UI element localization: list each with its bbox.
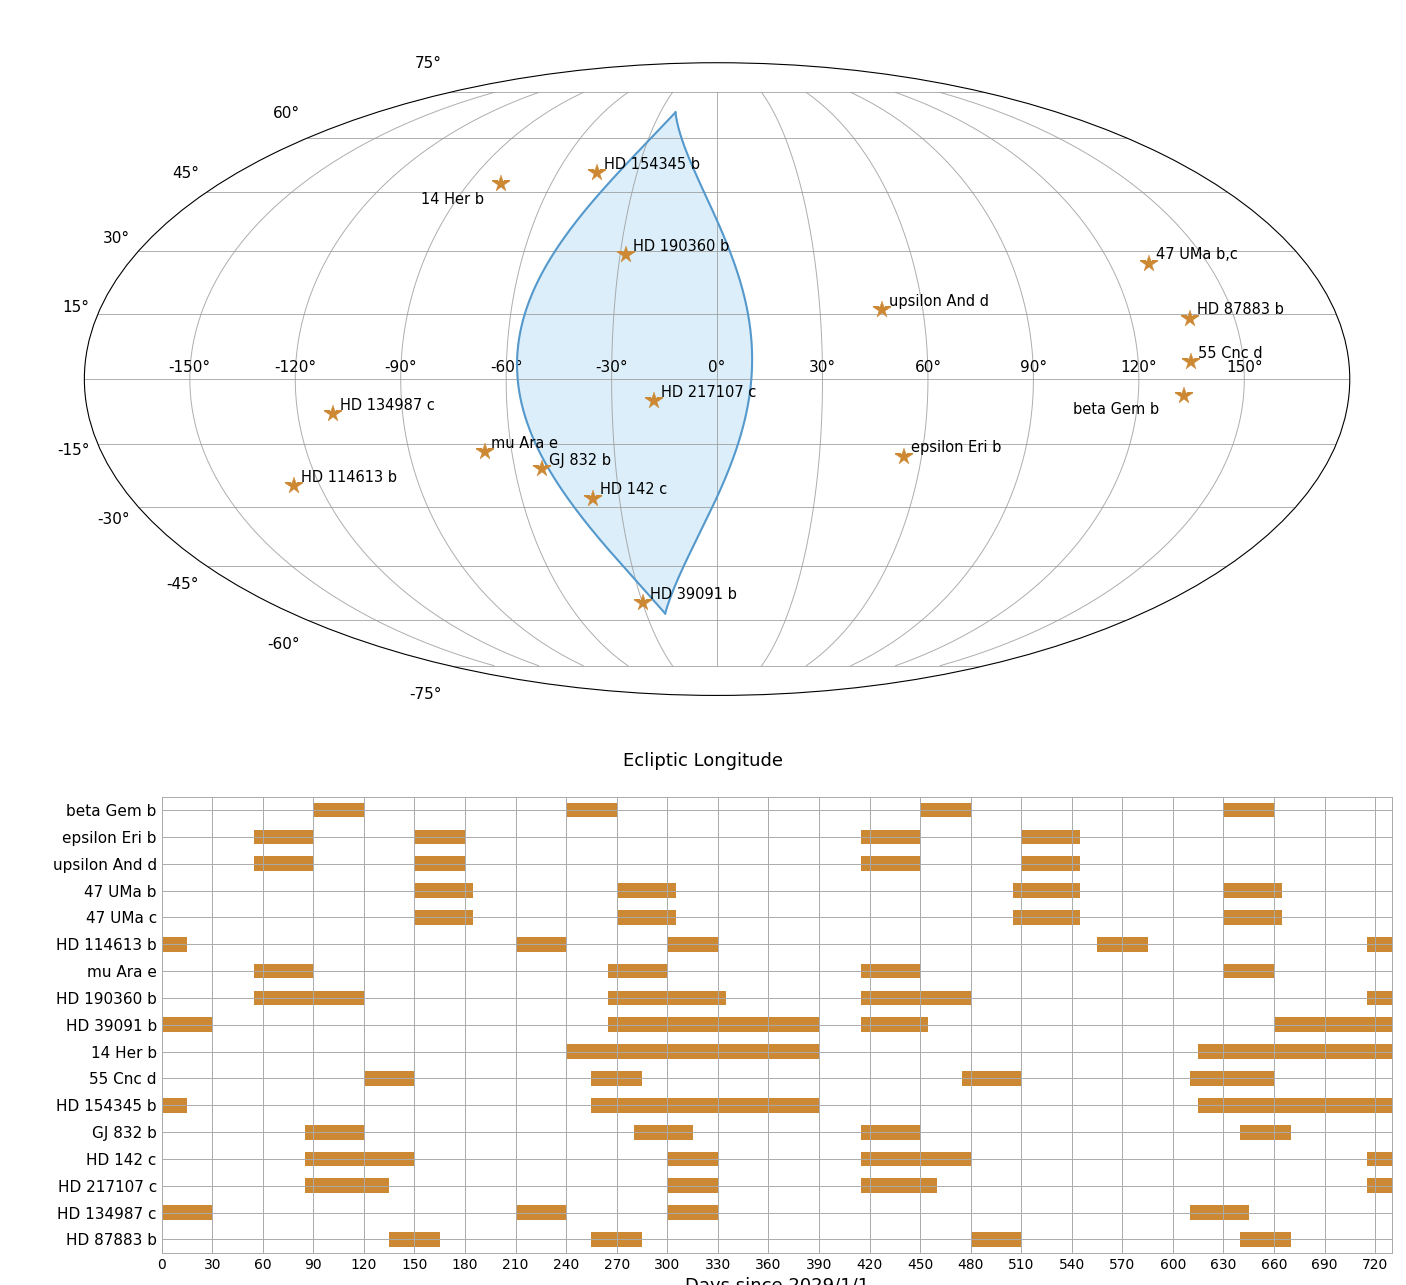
Bar [162,1097,187,1113]
Text: HD 87883 b: HD 87883 b [1197,302,1284,317]
Bar [1367,1151,1392,1167]
Bar [668,937,718,952]
Bar [1198,1097,1392,1113]
Bar [860,991,970,1005]
Bar [634,1124,693,1140]
Bar [254,856,314,871]
Bar [860,1151,970,1167]
Bar [1097,937,1147,952]
Bar [592,1072,643,1086]
Text: GJ 832 b: GJ 832 b [548,454,610,468]
Bar [305,1124,364,1140]
Bar [415,910,474,925]
Bar [617,883,676,898]
Bar [1012,910,1080,925]
Bar [860,830,920,844]
Bar [962,1072,1021,1086]
Bar [1367,991,1392,1005]
Text: Ecliptic Longitude: Ecliptic Longitude [623,752,783,770]
Bar [1223,910,1282,925]
Bar [1223,803,1274,817]
Bar [1012,883,1080,898]
Bar [668,1151,718,1167]
Bar [254,830,314,844]
Bar [162,937,187,952]
Bar [592,1097,818,1113]
Bar [1189,1205,1249,1219]
Bar [617,910,676,925]
Bar [970,1232,1021,1246]
Text: 55 Cnc d: 55 Cnc d [1198,346,1263,361]
Bar [254,964,314,978]
Text: HD 134987 c: HD 134987 c [340,397,434,412]
Bar [254,991,364,1005]
Bar [609,991,727,1005]
Bar [389,1232,440,1246]
Bar [305,1151,415,1167]
Polygon shape [517,112,752,613]
Bar [1021,856,1080,871]
Bar [1198,1045,1392,1059]
Bar [592,1232,643,1246]
Bar [364,1072,415,1086]
Bar [860,1124,920,1140]
Bar [314,803,364,817]
Bar [668,1205,718,1219]
Bar [860,964,920,978]
Text: epsilon Eri b: epsilon Eri b [911,441,1002,455]
Bar [1021,830,1080,844]
Bar [1274,1018,1392,1032]
Text: HD 154345 b: HD 154345 b [605,157,700,172]
Bar [1240,1124,1291,1140]
Bar [668,1178,718,1194]
Bar [162,1018,212,1032]
Bar [1367,937,1392,952]
Text: 14 Her b: 14 Her b [420,191,484,207]
Bar [920,803,970,817]
Text: mu Ara e: mu Ara e [492,436,558,451]
Bar [860,1018,928,1032]
Bar [1367,1178,1392,1194]
Bar [860,856,920,871]
Text: HD 190360 b: HD 190360 b [634,239,730,254]
Bar [567,1045,818,1059]
Bar [609,1018,818,1032]
Text: HD 39091 b: HD 39091 b [650,587,737,601]
Bar [1189,1072,1274,1086]
Text: HD 217107 c: HD 217107 c [661,384,756,400]
Bar [567,803,617,817]
X-axis label: Days since 2029/1/1: Days since 2029/1/1 [685,1277,869,1285]
Bar [1223,883,1282,898]
Text: beta Gem b: beta Gem b [1073,402,1159,418]
Bar [609,964,668,978]
Bar [415,830,465,844]
Bar [415,883,474,898]
Bar [162,1205,212,1219]
Bar [305,1178,389,1194]
Bar [516,1205,567,1219]
Bar [1240,1232,1291,1246]
Bar [860,1178,936,1194]
Text: 47 UMa b,c: 47 UMa b,c [1156,248,1237,262]
Text: HD 142 c: HD 142 c [600,482,668,497]
Bar [516,937,567,952]
Bar [415,856,465,871]
Text: upsilon And d: upsilon And d [889,294,988,308]
Text: HD 114613 b: HD 114613 b [301,470,396,484]
Bar [1223,964,1274,978]
